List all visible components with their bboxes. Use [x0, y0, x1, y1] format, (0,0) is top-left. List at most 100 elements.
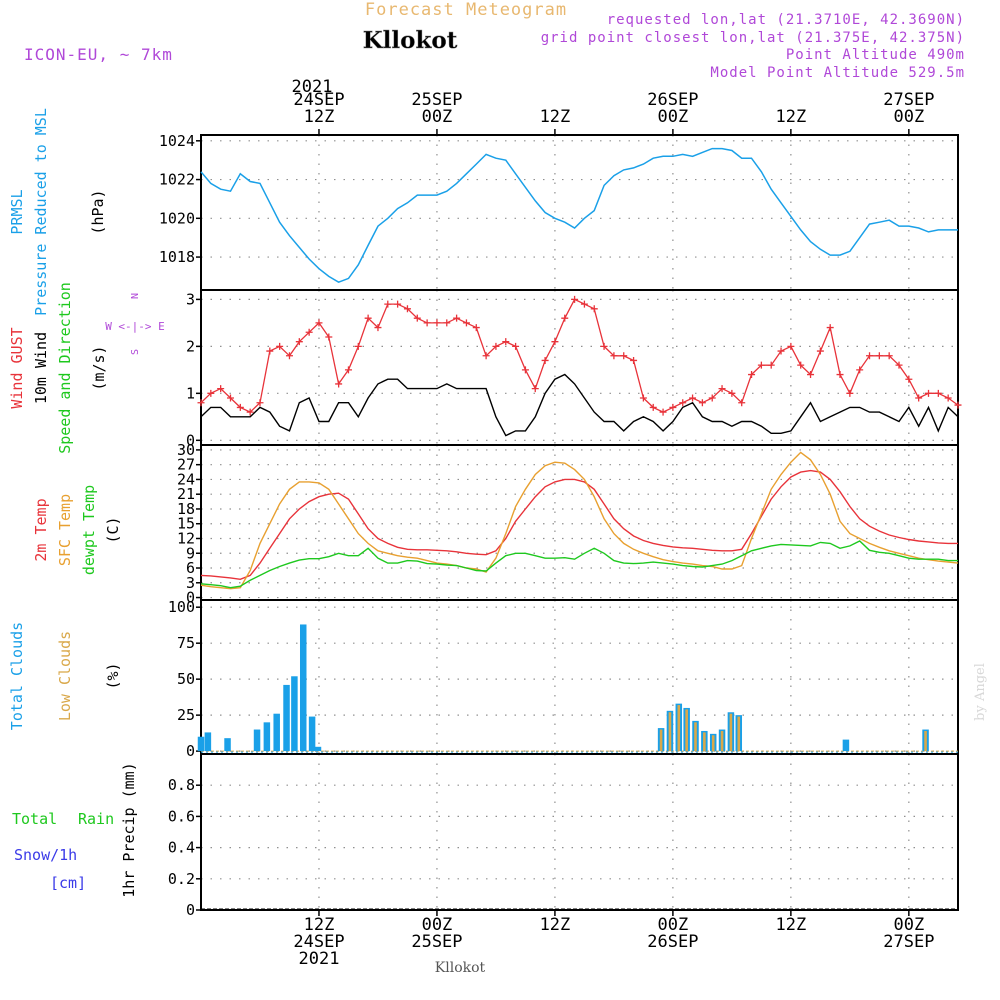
low-cloud-bar [711, 735, 715, 752]
gust-marker [521, 366, 529, 374]
gust-marker [394, 300, 402, 308]
x-tick-label-top: 26SEP [647, 90, 698, 110]
gust-marker [197, 399, 205, 407]
y-tick-label: 6 [186, 559, 195, 577]
x-tick-label-top: 12Z [776, 107, 807, 127]
gust-marker [571, 295, 579, 303]
y-tick-label: 18 [177, 500, 195, 518]
gust-marker [374, 324, 382, 332]
dewpt-line [200, 540, 958, 589]
wind-ylabel-2: 10m Wind [32, 332, 50, 404]
y-tick-label: 1024 [159, 132, 195, 150]
temp-2m-line [200, 469, 958, 581]
x-tick-label-bottom: 00Z [893, 915, 924, 935]
low-cloud-bar [659, 729, 663, 752]
gust-marker [708, 394, 716, 402]
y-tick-label: 0 [186, 901, 195, 919]
y-tick-label: 0.4 [168, 839, 195, 857]
gust-marker [718, 385, 726, 393]
total-cloud-bar [291, 676, 298, 752]
gust-marker [944, 394, 952, 402]
y-tick-label: 0.8 [168, 776, 195, 794]
x-tick-label-top: 00Z [658, 107, 689, 127]
x-tick-label-top: 25SEP [411, 90, 462, 110]
y-tick-label: 1 [186, 384, 195, 402]
total-cloud-bar [273, 713, 280, 752]
gust-line [200, 298, 959, 413]
footer-location: Kllokot [435, 960, 486, 976]
gust-marker [630, 356, 638, 364]
gust-marker [738, 399, 746, 407]
precip-ylabel: 1hr Precip (mm) [120, 762, 138, 897]
gust-marker [649, 403, 657, 411]
total-cloud-bar [197, 736, 205, 752]
x-tick-label-top: 00Z [893, 107, 924, 127]
gust-marker [226, 394, 234, 402]
temp-ylabel-1: 2m Temp [32, 498, 50, 561]
wind-speed-line [200, 373, 959, 437]
total-cloud-bar [842, 739, 850, 752]
x-tick-label-bottom: 27SEP [883, 932, 934, 952]
gust-marker [335, 380, 343, 388]
gust-marker [925, 389, 933, 397]
y-tick-label: 3 [186, 574, 195, 592]
gust-marker [895, 361, 903, 369]
gust-marker [354, 342, 362, 350]
gust-marker [797, 361, 805, 369]
total-cloud-bar [263, 722, 271, 752]
x-tick-label-bottom: 00Z [658, 915, 689, 935]
x-tick-label-bottom: 25SEP [411, 932, 462, 952]
cloud-ylabel-2: Low Clouds [56, 631, 74, 721]
x-tick-label-top: 12Z [540, 107, 571, 127]
gust-marker [482, 352, 490, 360]
low-cloud-bar [685, 709, 688, 752]
y-tick-label: 100 [168, 598, 195, 616]
gust-marker [600, 342, 608, 350]
gust-marker [856, 366, 864, 374]
y-tick-label: 27 [177, 456, 195, 474]
y-tick-label: 0 [186, 742, 195, 760]
low-cloud-bar [694, 722, 697, 752]
gust-marker [502, 338, 510, 346]
gust-marker [295, 338, 303, 346]
gust-marker [531, 385, 539, 393]
gust-marker [315, 319, 323, 327]
gust-marker [433, 319, 441, 327]
gust-marker [590, 305, 598, 313]
total-cloud-bar [299, 624, 307, 752]
x-tick-label-top: 27SEP [883, 90, 934, 110]
y-tick-label: 24 [177, 470, 195, 488]
x-tick-label-top: 24SEP [293, 90, 344, 110]
x-tick-label-top: 12Z [304, 107, 335, 127]
grid-point-coords: grid point closest lon,lat (21.375E, 42.… [541, 30, 965, 46]
precip-snow-label: Snow/1h [14, 846, 77, 864]
cloud-ylabel-3: (%) [104, 662, 122, 689]
low-cloud-bar [924, 730, 927, 752]
y-tick-label: 9 [186, 544, 195, 562]
gust-marker [679, 399, 687, 407]
gust-marker [453, 314, 461, 322]
gust-marker [443, 319, 451, 327]
gust-marker [659, 408, 667, 416]
low-cloud-bar [720, 730, 724, 752]
direction-legend-s: S [130, 349, 141, 355]
top-year-label: 2021 [292, 77, 333, 97]
gust-marker [246, 408, 254, 416]
x-tick-label-bottom: 12Z [776, 915, 807, 935]
total-cloud-bar [204, 732, 212, 752]
watermark: by Angel [973, 663, 988, 721]
cloud-ylabel-1: Total Clouds [8, 622, 26, 730]
gust-marker [285, 352, 293, 360]
requested-coords: requested lon,lat (21.3710E, 42.3690N) [607, 12, 965, 28]
wind-ylabel-4: (m/s) [90, 345, 108, 390]
pressure-ylabel-3: (hPa) [89, 189, 107, 234]
gust-marker [807, 371, 815, 379]
x-tick-label-bottom: 2021 [298, 949, 339, 969]
wind-ylabel-1: Wind GUST [8, 327, 26, 408]
gust-marker [207, 389, 215, 397]
y-tick-label: 1018 [159, 248, 195, 266]
low-cloud-bar [729, 713, 733, 752]
y-tick-label: 0 [186, 431, 195, 449]
gust-marker [934, 389, 942, 397]
total-cloud-bar [314, 746, 322, 752]
